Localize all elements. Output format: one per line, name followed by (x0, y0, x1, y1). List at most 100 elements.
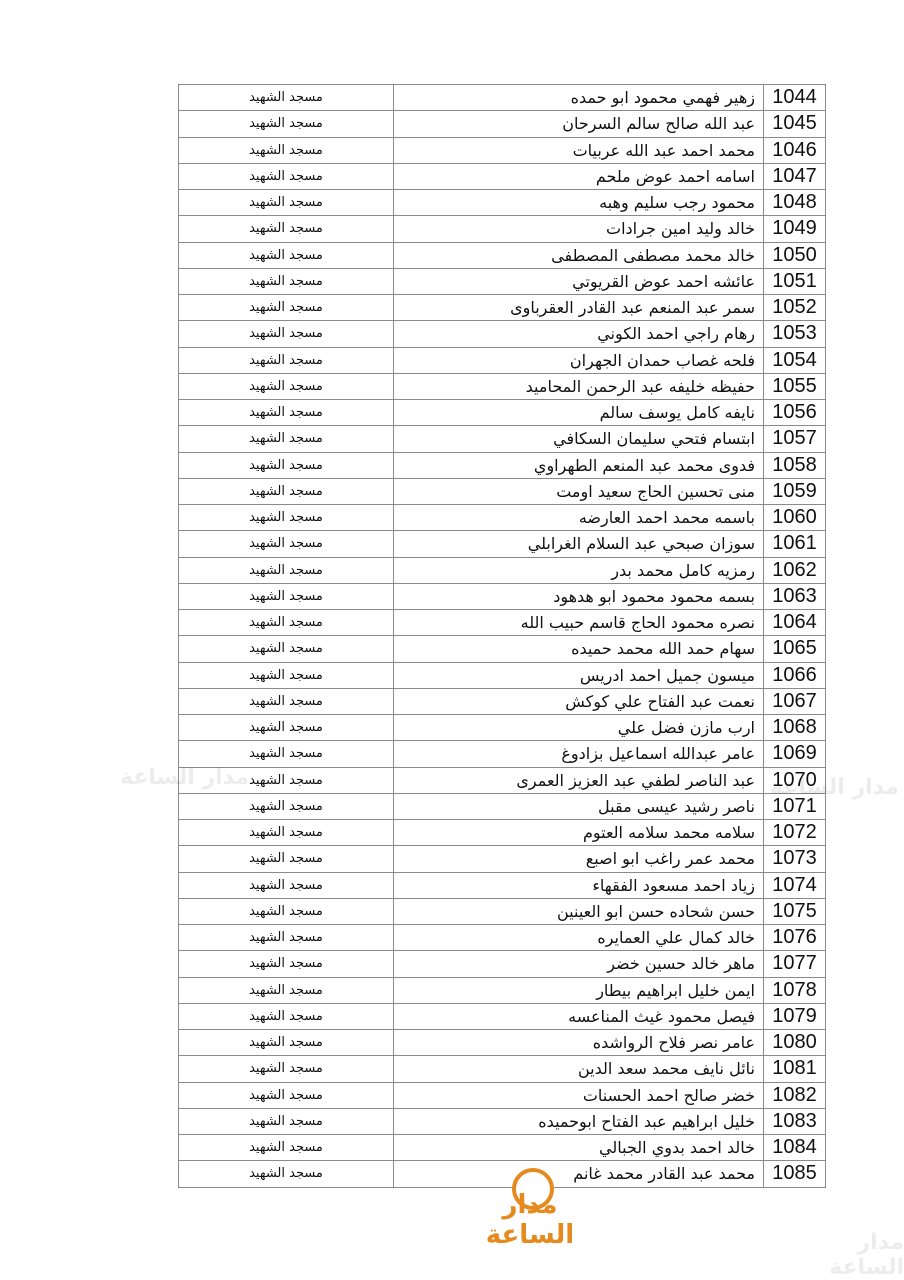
table-row: 1067 نعمت عبد الفتاح علي كوكش مسجد الشهيد (178, 687, 826, 716)
mosque-name: مسجد الشهيد (178, 1055, 394, 1083)
person-name: عبد الله صالح سالم السرحان (393, 110, 764, 138)
row-number: 1085 (763, 1160, 826, 1188)
mosque-name: مسجد الشهيد (178, 845, 394, 873)
table-row: 1079 فيصل محمود غيث المناعسه مسجد الشهيد (178, 1002, 826, 1031)
row-number: 1073 (763, 845, 826, 873)
row-number: 1053 (763, 320, 826, 348)
person-name: خالد كمال علي العمايره (393, 923, 764, 952)
person-name: اسامه احمد عوض ملحم (393, 162, 764, 191)
row-number: 1047 (763, 162, 826, 191)
row-number: 1061 (763, 530, 826, 558)
row-number: 1069 (763, 740, 826, 768)
table-row: 1047 اسامه احمد عوض ملحم مسجد الشهيد (178, 162, 826, 191)
mosque-name: مسجد الشهيد (178, 425, 394, 453)
row-number: 1060 (763, 503, 826, 532)
table-row: 1068 ارب مازن فضل علي مسجد الشهيد (178, 713, 826, 742)
mosque-name: مسجد الشهيد (178, 976, 394, 1004)
row-number: 1079 (763, 1002, 826, 1031)
person-name: ماهر خالد حسين خضر (393, 950, 764, 978)
mosque-name: مسجد الشهيد (178, 477, 394, 506)
person-name: نعمت عبد الفتاح علي كوكش (393, 687, 764, 716)
row-number: 1076 (763, 923, 826, 952)
mosque-name: مسجد الشهيد (178, 215, 394, 243)
row-number: 1063 (763, 582, 826, 611)
row-number: 1081 (763, 1055, 826, 1083)
table-row: 1084 خالد احمد بدوي الجبالي مسجد الشهيد (178, 1133, 826, 1162)
table-row: 1069 عامر عبدالله اسماعيل بزادوغ مسجد الشه… (178, 740, 826, 768)
row-number: 1044 (763, 83, 826, 112)
table-row: 1073 محمد عمر راغب ابو اصبع مسجد الشهيد (178, 845, 826, 873)
row-number: 1078 (763, 976, 826, 1004)
person-name: ناصر رشيد عيسى مقبل (393, 792, 764, 821)
table-row: 1055 حفيظه خليفه عبد الرحمن المحاميد مسجد … (178, 372, 826, 401)
mosque-name: مسجد الشهيد (178, 530, 394, 558)
row-number: 1064 (763, 608, 826, 637)
person-name: محمد احمد عبد الله عربيات (393, 136, 764, 164)
person-name: خليل ابراهيم عبد الفتاح ابوحميده (393, 1107, 764, 1136)
row-number: 1049 (763, 215, 826, 243)
mosque-name: مسجد الشهيد (178, 372, 394, 401)
row-number: 1067 (763, 687, 826, 716)
person-name: زهير فهمي محمود ابو حمده (393, 83, 764, 112)
mosque-name: مسجد الشهيد (178, 1081, 394, 1109)
table-row: 1083 خليل ابراهيم عبد الفتاح ابوحميده مسجد… (178, 1107, 826, 1136)
table-row: 1077 ماهر خالد حسين خضر مسجد الشهيد (178, 950, 826, 978)
person-name: فدوى محمد عبد المنعم الطهراوي (393, 451, 764, 479)
mosque-name: مسجد الشهيد (178, 687, 394, 716)
person-name: منى تحسين الحاج سعيد اومت (393, 477, 764, 506)
table-row: 1082 خضر صالح احمد الحسنات مسجد الشهيد (178, 1081, 826, 1109)
row-number: 1066 (763, 661, 826, 689)
row-number: 1051 (763, 267, 826, 296)
mosque-name: مسجد الشهيد (178, 320, 394, 348)
row-number: 1082 (763, 1081, 826, 1109)
person-name: رمزيه كامل محمد بدر (393, 556, 764, 584)
person-name: محمد عمر راغب ابو اصبع (393, 845, 764, 873)
table-row: 1058 فدوى محمد عبد المنعم الطهراوي مسجد ال… (178, 451, 826, 479)
row-number: 1046 (763, 136, 826, 164)
person-name: سهام حمد الله محمد حميده (393, 635, 764, 663)
watermark: مدار الساعة (770, 775, 900, 800)
site-logo: مدار الساعة (470, 1168, 590, 1250)
mosque-name: مسجد الشهيد (178, 188, 394, 217)
mosque-name: مسجد الشهيد (178, 897, 394, 926)
table-row: 1057 ابتسام فتحي سليمان السكافي مسجد الشهي… (178, 425, 826, 453)
row-number: 1045 (763, 110, 826, 138)
row-number: 1065 (763, 635, 826, 663)
row-number: 1052 (763, 293, 826, 322)
table-row: 1060 باسمه محمد احمد العارضه مسجد الشهيد (178, 503, 826, 532)
watermark: مدار الساعة (120, 765, 250, 790)
row-number: 1057 (763, 425, 826, 453)
person-name: محمود رجب سليم وهبه (393, 188, 764, 217)
person-name: رهام راجي احمد الكوني (393, 320, 764, 348)
mosque-name: مسجد الشهيد (178, 792, 394, 821)
table-row: 1078 ايمن خليل ابراهيم بيطار مسجد الشهيد (178, 976, 826, 1004)
person-name: نصره محمود الحاج قاسم حبيب الله (393, 608, 764, 637)
mosque-name: مسجد الشهيد (178, 818, 394, 847)
table-row: 1076 خالد كمال علي العمايره مسجد الشهيد (178, 923, 826, 952)
mosque-name: مسجد الشهيد (178, 398, 394, 427)
row-number: 1048 (763, 188, 826, 217)
table-row: 1061 سوزان صبحي عبد السلام الغرابلي مسجد ا… (178, 530, 826, 558)
mosque-name: مسجد الشهيد (178, 1133, 394, 1162)
table-row: 1075 حسن شحاده حسن ابو العينين مسجد الشهيد (178, 897, 826, 926)
mosque-name: مسجد الشهيد (178, 950, 394, 978)
table-row: 1056 نايفه كامل يوسف سالم مسجد الشهيد (178, 398, 826, 427)
table-row: 1063 بسمه محمود محمود ابو هدهود مسجد الشهي… (178, 582, 826, 611)
table-row: 1071 ناصر رشيد عيسى مقبل مسجد الشهيد (178, 792, 826, 821)
clock-icon (512, 1168, 554, 1210)
table-row: 1072 سلامه محمد سلامه العتوم مسجد الشهيد (178, 818, 826, 847)
mosque-name: مسجد الشهيد (178, 635, 394, 663)
person-name: ايمن خليل ابراهيم بيطار (393, 976, 764, 1004)
row-number: 1080 (763, 1028, 826, 1057)
person-name: فيصل محمود غيث المناعسه (393, 1002, 764, 1031)
mosque-name: مسجد الشهيد (178, 556, 394, 584)
row-number: 1070 (763, 766, 826, 794)
person-name: حسن شحاده حسن ابو العينين (393, 897, 764, 926)
mosque-name: مسجد الشهيد (178, 1028, 394, 1057)
mosque-name: مسجد الشهيد (178, 713, 394, 742)
person-name: خضر صالح احمد الحسنات (393, 1081, 764, 1109)
table-row: 1070 عبد الناصر لطفي عبد العزيز العمرى مسج… (178, 766, 826, 794)
mosque-name: مسجد الشهيد (178, 608, 394, 637)
person-name: نائل نايف محمد سعد الدين (393, 1055, 764, 1083)
row-number: 1055 (763, 372, 826, 401)
